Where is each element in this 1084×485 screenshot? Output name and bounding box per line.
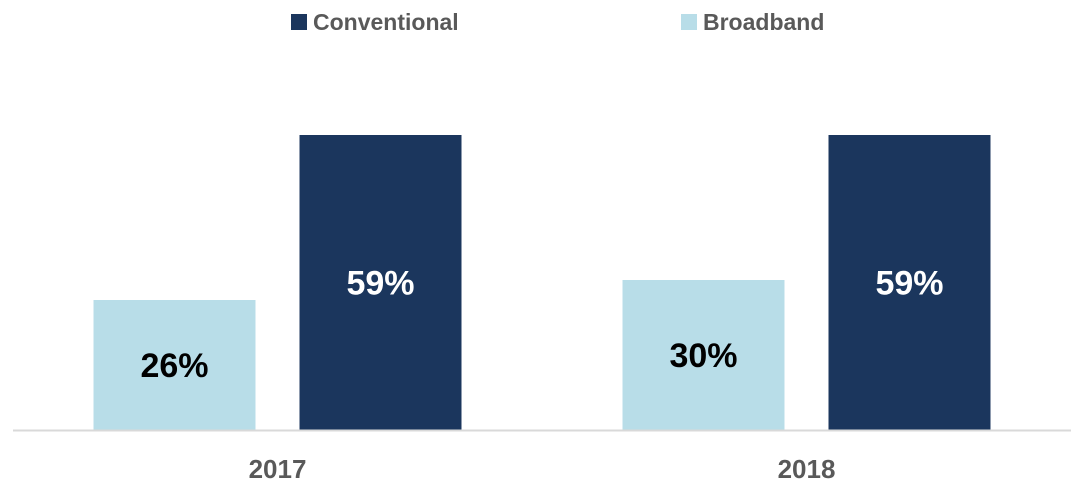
data-label-conventional-2017: 59% bbox=[346, 265, 414, 303]
bar-broadband-2018 bbox=[622, 280, 785, 430]
legend-label-broadband: Broadband bbox=[703, 8, 825, 35]
legend-item-conventional: Conventional bbox=[291, 6, 459, 38]
legend-swatch-broadband bbox=[681, 14, 697, 30]
data-label-broadband-2017: 26% bbox=[140, 347, 208, 385]
chart-legend: Conventional Broadband bbox=[0, 6, 1084, 38]
data-label-broadband-2018: 30% bbox=[669, 337, 737, 375]
data-label-conventional-2018: 59% bbox=[875, 265, 943, 303]
legend-label-conventional: Conventional bbox=[313, 8, 459, 35]
category-label-2018: 2018 bbox=[778, 454, 836, 484]
bar-conventional-2017 bbox=[299, 135, 462, 430]
legend-item-broadband: Broadband bbox=[681, 6, 824, 38]
bar-broadband-2017 bbox=[93, 300, 256, 430]
legend-swatch-conventional bbox=[291, 14, 307, 30]
bar-conventional-2018 bbox=[828, 135, 991, 430]
category-label-2017: 2017 bbox=[249, 454, 307, 484]
